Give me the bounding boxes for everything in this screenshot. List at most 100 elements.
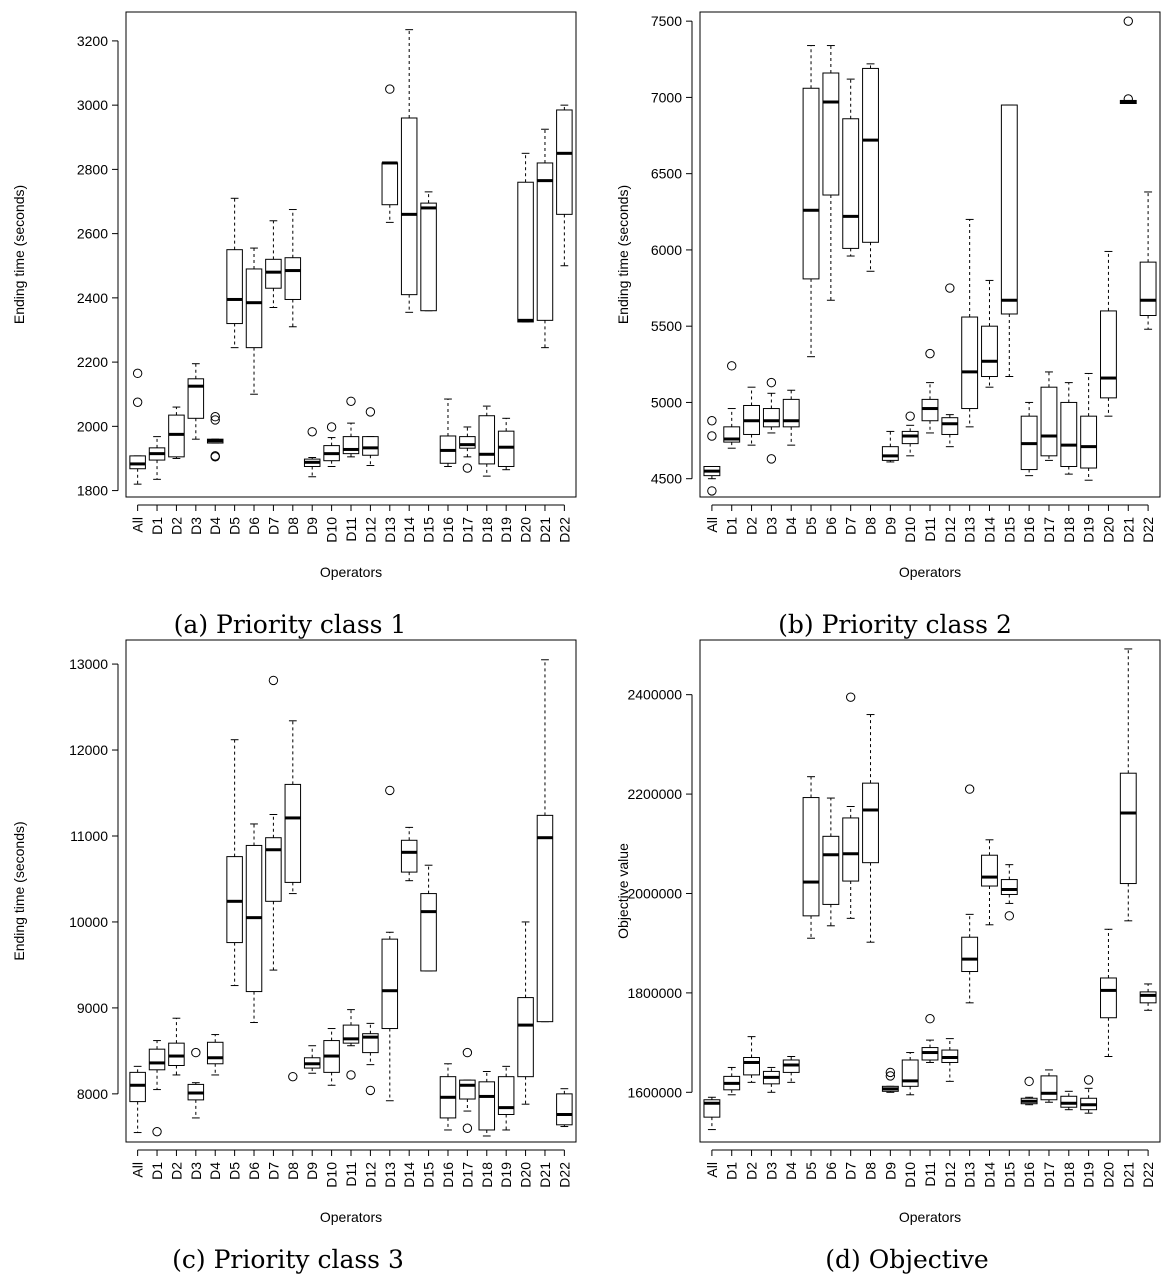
outlier-point <box>191 1047 201 1058</box>
box-D3 <box>187 363 205 440</box>
box-iqr <box>981 854 998 887</box>
box-D6 <box>245 823 263 1024</box>
y-tick-label: 1800000 <box>627 985 682 1001</box>
x-tick-label: D20 <box>518 517 534 543</box>
box-iqr <box>497 430 515 467</box>
box-iqr <box>342 436 360 455</box>
outlier-point <box>152 1126 162 1137</box>
box-iqr <box>981 325 998 378</box>
outlier-point <box>462 1047 473 1058</box>
x-tick-label: D9 <box>304 1162 320 1180</box>
box-iqr <box>881 446 899 461</box>
y-tick-label: 2200000 <box>627 786 682 802</box>
y-tick-label: 2600 <box>77 226 108 242</box>
box-iqr <box>762 408 780 428</box>
box-D5 <box>802 45 820 358</box>
box-iqr <box>1080 415 1098 469</box>
box-D19 <box>1080 1075 1098 1114</box>
y-tick-label: 11000 <box>70 828 108 844</box>
x-tick-label: D4 <box>783 517 799 535</box>
y-tick-label: 5500 <box>651 318 682 334</box>
subfigure-caption: (c) Priority class 3 <box>172 1245 404 1274</box>
box-D4 <box>782 389 800 446</box>
y-tick-label: 8000 <box>77 1086 108 1102</box>
x-tick-label: All <box>704 1162 720 1178</box>
box-All <box>129 1065 146 1134</box>
box-D13 <box>381 785 399 1102</box>
box-D16 <box>1020 401 1038 477</box>
plot-frame <box>125 11 577 498</box>
y-tick-label: 10000 <box>69 914 108 930</box>
box-D5 <box>226 739 243 987</box>
y-tick-label: 2200 <box>77 354 108 370</box>
box-D6 <box>245 247 263 395</box>
outlier-point <box>365 1085 376 1096</box>
x-tick-label: D14 <box>981 1162 997 1188</box>
x-tick-label: D6 <box>246 517 262 535</box>
box-iqr <box>1060 401 1078 467</box>
x-tick-label: D10 <box>902 517 918 543</box>
box-iqr <box>420 202 437 312</box>
x-tick-label: D9 <box>304 517 320 535</box>
box-D18 <box>1060 382 1078 475</box>
x-tick-label: D10 <box>324 517 340 543</box>
box-D18 <box>1060 1090 1078 1111</box>
box-iqr <box>1040 1075 1058 1101</box>
x-tick-label: D21 <box>1120 517 1136 543</box>
box-iqr <box>497 1076 515 1115</box>
y-tick-label: 2400 <box>77 290 108 306</box>
x-tick-label: All <box>704 517 720 533</box>
x-tick-label: D16 <box>440 517 456 543</box>
outlier-point <box>1024 1076 1034 1087</box>
box-iqr <box>129 455 146 470</box>
x-tick-label: D13 <box>962 1162 978 1188</box>
x-tick-label: D19 <box>1081 1162 1097 1188</box>
box-iqr <box>226 856 243 944</box>
box-D13 <box>961 784 979 1004</box>
box-D12 <box>362 407 379 467</box>
box-iqr <box>802 87 820 280</box>
x-tick-label: D8 <box>285 517 301 535</box>
box-iqr <box>400 117 418 296</box>
box-D15 <box>420 191 437 312</box>
x-tick-label: D5 <box>227 517 243 535</box>
box-D13 <box>381 84 399 223</box>
box-D7 <box>842 78 860 257</box>
box-iqr <box>1139 261 1157 317</box>
x-tick-label: D4 <box>207 1162 223 1180</box>
box-iqr <box>265 837 282 902</box>
x-tick-label: D8 <box>285 1162 301 1180</box>
x-tick-label: D6 <box>823 1162 839 1180</box>
outlier-point <box>707 486 717 496</box>
x-tick-label: D12 <box>942 1162 958 1188</box>
outlier-point <box>707 416 717 426</box>
y-tick-label: 2400000 <box>627 687 682 703</box>
x-tick-label: D20 <box>518 1162 534 1188</box>
box-D12 <box>941 283 959 448</box>
x-tick-label: D14 <box>401 1162 417 1188</box>
box-D3 <box>762 1066 780 1093</box>
subfigure-caption: (d) Objective <box>825 1245 988 1274</box>
box-iqr <box>862 67 879 243</box>
box-D19 <box>1080 372 1098 481</box>
x-tick-label: D8 <box>863 517 879 535</box>
x-tick-label: D14 <box>981 517 997 543</box>
outlier-point <box>885 1067 896 1078</box>
box-D17 <box>459 426 476 473</box>
outlier-point <box>268 675 279 686</box>
x-axis-title: Operators <box>899 1209 961 1225</box>
box-D14 <box>400 29 418 313</box>
box-iqr <box>901 1059 919 1087</box>
box-D11 <box>921 348 939 434</box>
box-iqr <box>1000 104 1018 315</box>
box-iqr <box>782 398 800 428</box>
x-tick-label: D4 <box>207 517 223 535</box>
subfigure-caption: (b) Priority class 2 <box>778 610 1012 639</box>
outlier-point <box>288 1071 298 1082</box>
box-D17 <box>1040 371 1058 461</box>
x-tick-label: D15 <box>421 517 437 543</box>
box-D9 <box>881 1067 899 1093</box>
